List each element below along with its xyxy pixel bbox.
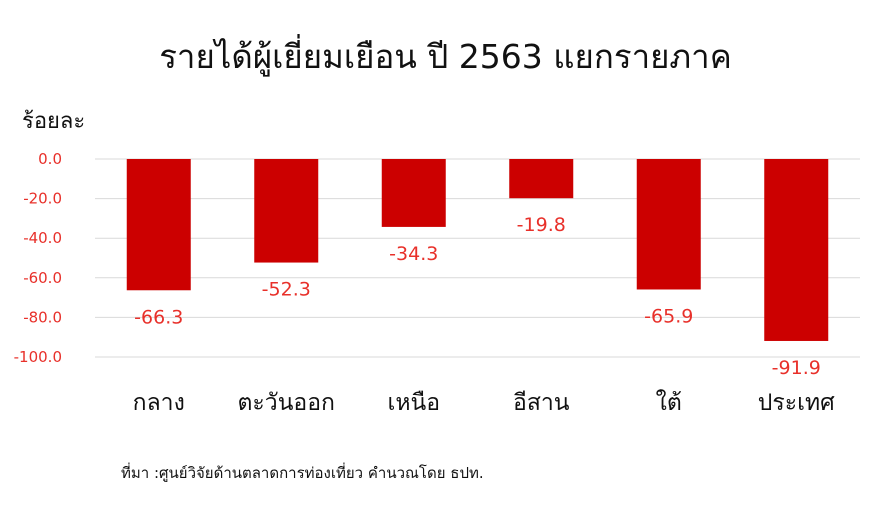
data-label: -52.3	[262, 279, 311, 301]
data-label: -65.9	[644, 305, 693, 327]
y-tick-label: -60.0	[23, 269, 62, 287]
y-tick-label: -80.0	[23, 308, 62, 326]
y-axis-label: ร้อยละ	[22, 109, 86, 134]
source-note: ที่มา :ศูนย์วิจัยด้านตลาดการท่องเที่ยว ค…	[121, 464, 484, 482]
bar	[254, 159, 319, 263]
data-label: -19.8	[517, 214, 566, 236]
x-tick-label: ตะวันออก	[238, 390, 335, 416]
chart-title: รายได้ผู้เยี่ยมเยือน ปี 2563 แยกรายภาค	[159, 37, 732, 76]
y-tick-label: -100.0	[14, 348, 62, 366]
x-tick-label: กลาง	[133, 390, 185, 416]
bar	[126, 159, 191, 291]
bar	[381, 159, 446, 227]
y-tick-label: -40.0	[23, 229, 62, 247]
x-tick-label: ประเทศ	[758, 390, 835, 416]
y-tick-label: -20.0	[23, 190, 62, 208]
x-tick-label: ใต้	[656, 389, 682, 416]
bar	[764, 159, 829, 341]
data-label: -66.3	[134, 306, 183, 328]
bar	[509, 159, 574, 199]
y-tick-label: 0.0	[38, 150, 62, 168]
data-label: -91.9	[772, 357, 821, 379]
x-tick-label: เหนือ	[387, 390, 440, 416]
bar	[636, 159, 701, 290]
x-tick-label: อีสาน	[513, 390, 570, 416]
data-label: -34.3	[389, 243, 438, 265]
